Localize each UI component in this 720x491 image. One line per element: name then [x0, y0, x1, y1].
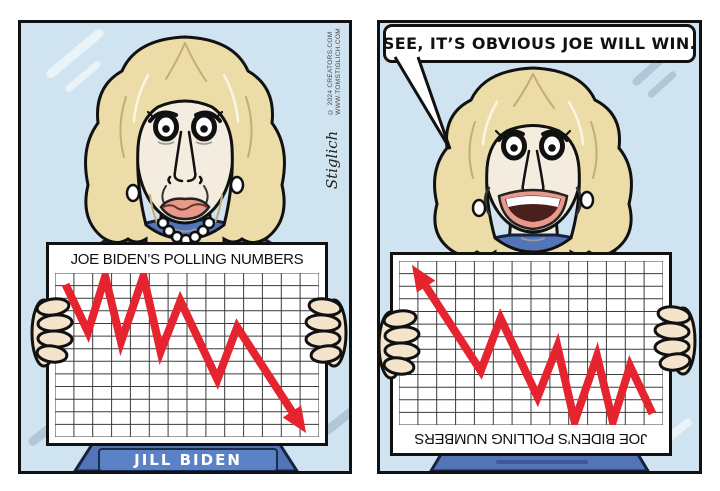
speech-bubble-tail	[393, 56, 452, 150]
polling-line-chart-down	[55, 273, 319, 437]
right-hand	[653, 305, 697, 376]
copyright-credit: © 2024 CREATORS.COM WWW.TOMSTIGLICH.COM	[327, 28, 342, 115]
left-hand	[380, 309, 421, 380]
jill-biden-worried-figure	[84, 35, 286, 249]
name-banner: JILL BIDEN	[98, 448, 278, 471]
polling-line-chart-up	[399, 261, 663, 425]
jill-biden-smiling-figure	[433, 66, 633, 258]
speech-text: SEE, IT’S OBVIOUS JOE WILL WIN.	[382, 34, 697, 53]
chart-title: JOE BIDEN’S POLLING NUMBERS	[70, 251, 304, 268]
left-hand	[30, 297, 74, 368]
polling-chart-board: JOE BIDEN’S POLLING NUMBERS	[46, 242, 328, 446]
chart-title-upside-down: JOE BIDEN’S POLLING NUMBERS	[414, 430, 648, 447]
right-hand	[304, 297, 348, 368]
panel-left: © 2024 CREATORS.COM WWW.TOMSTIGLICH.COM …	[18, 20, 352, 474]
polling-chart-board-upside-down: JOE BIDEN’S POLLING NUMBERS	[390, 252, 672, 456]
panel-right: SEE, IT’S OBVIOUS JOE WILL WIN.	[377, 20, 702, 474]
artist-signature: Stiglich	[322, 130, 341, 190]
speech-bubble: SEE, IT’S OBVIOUS JOE WILL WIN.	[383, 24, 696, 63]
